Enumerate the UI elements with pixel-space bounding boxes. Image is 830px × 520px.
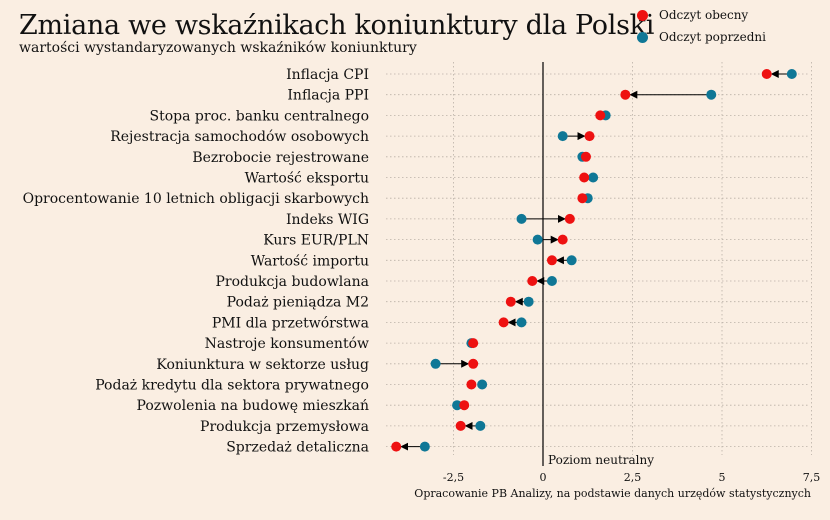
point-current [584, 131, 595, 142]
category-label: Bezrobocie rejestrowane [192, 150, 369, 166]
point-current [580, 151, 591, 162]
point-current [620, 89, 631, 100]
category-label: Podaż kredytu dla sektora prywatnego [95, 378, 369, 394]
category-label: Wartość eksportu [245, 171, 369, 187]
point-current [498, 317, 509, 328]
point-previous [706, 89, 717, 100]
legend-label-previous: Odczyt poprzedni [659, 30, 766, 44]
legend-dot-previous [637, 31, 648, 43]
chart-subtitle: wartości wystandaryzowanych wskaźników k… [19, 40, 417, 56]
point-current [466, 379, 477, 390]
category-label: Produkcja budowlana [215, 274, 369, 290]
point-current [557, 234, 568, 245]
category-label: Stopa proc. banku centralnego [150, 108, 369, 124]
legend-item-previous[interactable]: Odczyt poprzedni [637, 26, 766, 48]
point-current [577, 193, 588, 204]
legend-dot-current [637, 9, 648, 21]
point-current [459, 400, 470, 411]
point-previous [523, 296, 534, 307]
x-tick-label: 7,5 [803, 471, 821, 484]
category-label: Inflacja PPI [287, 88, 369, 104]
category-label: Rejestracja samochodów osobowych [110, 129, 369, 145]
category-label: PMI dla przetwórstwa [212, 315, 369, 331]
legend-item-current[interactable]: Odczyt obecny [637, 4, 766, 26]
category-label: Produkcja przemysłowa [200, 419, 369, 435]
x-tick-label: 0 [540, 471, 547, 484]
point-previous [557, 131, 568, 142]
x-tick-label: 5 [719, 471, 726, 484]
category-label: Sprzedaż detaliczna [226, 440, 369, 456]
point-previous [419, 441, 430, 452]
category-label: Wartość importu [251, 253, 369, 269]
point-current [468, 338, 479, 349]
point-current [579, 172, 590, 183]
category-label: Oprocentowanie 10 letnich obligacji skar… [23, 191, 369, 207]
point-current [761, 69, 772, 79]
point-current [468, 358, 479, 369]
point-current [595, 110, 606, 121]
category-label: Indeks WIG [286, 212, 369, 228]
point-previous [532, 234, 543, 245]
point-current [391, 441, 402, 452]
point-previous [452, 400, 463, 411]
category-label: Podaż pieniądza M2 [227, 295, 369, 311]
point-current [564, 213, 575, 224]
point-current [455, 420, 466, 431]
point-current [505, 296, 516, 307]
chart-title: Zmiana we wskaźnikach koniunktury dla Po… [19, 10, 655, 41]
point-previous [546, 276, 557, 286]
point-previous [516, 317, 527, 328]
point-previous [477, 379, 488, 390]
point-previous [430, 358, 441, 369]
point-previous [475, 420, 486, 431]
point-previous [786, 69, 797, 79]
category-label: Nastroje konsumentów [205, 336, 369, 352]
source-note: Opracowanie PB Analizy, na podstawie dan… [414, 487, 811, 500]
x-tick-label: -2,5 [443, 471, 464, 484]
point-previous [566, 255, 577, 266]
point-current [527, 276, 538, 286]
legend-label-current: Odczyt obecny [659, 8, 749, 22]
category-label: Pozwolenia na budowę mieszkań [137, 398, 369, 414]
x-tick-label: 2,5 [624, 471, 642, 484]
point-previous [588, 172, 599, 183]
legend: Odczyt obecny Odczyt poprzedni [637, 4, 766, 48]
category-label: Kurs EUR/PLN [263, 233, 369, 249]
category-label: Inflacja CPI [286, 67, 369, 83]
neutral-level-label: Poziom neutralny [548, 453, 654, 467]
point-previous [516, 213, 527, 224]
point-current [546, 255, 557, 266]
category-label: Koniunktura w sektorze usług [156, 357, 369, 373]
